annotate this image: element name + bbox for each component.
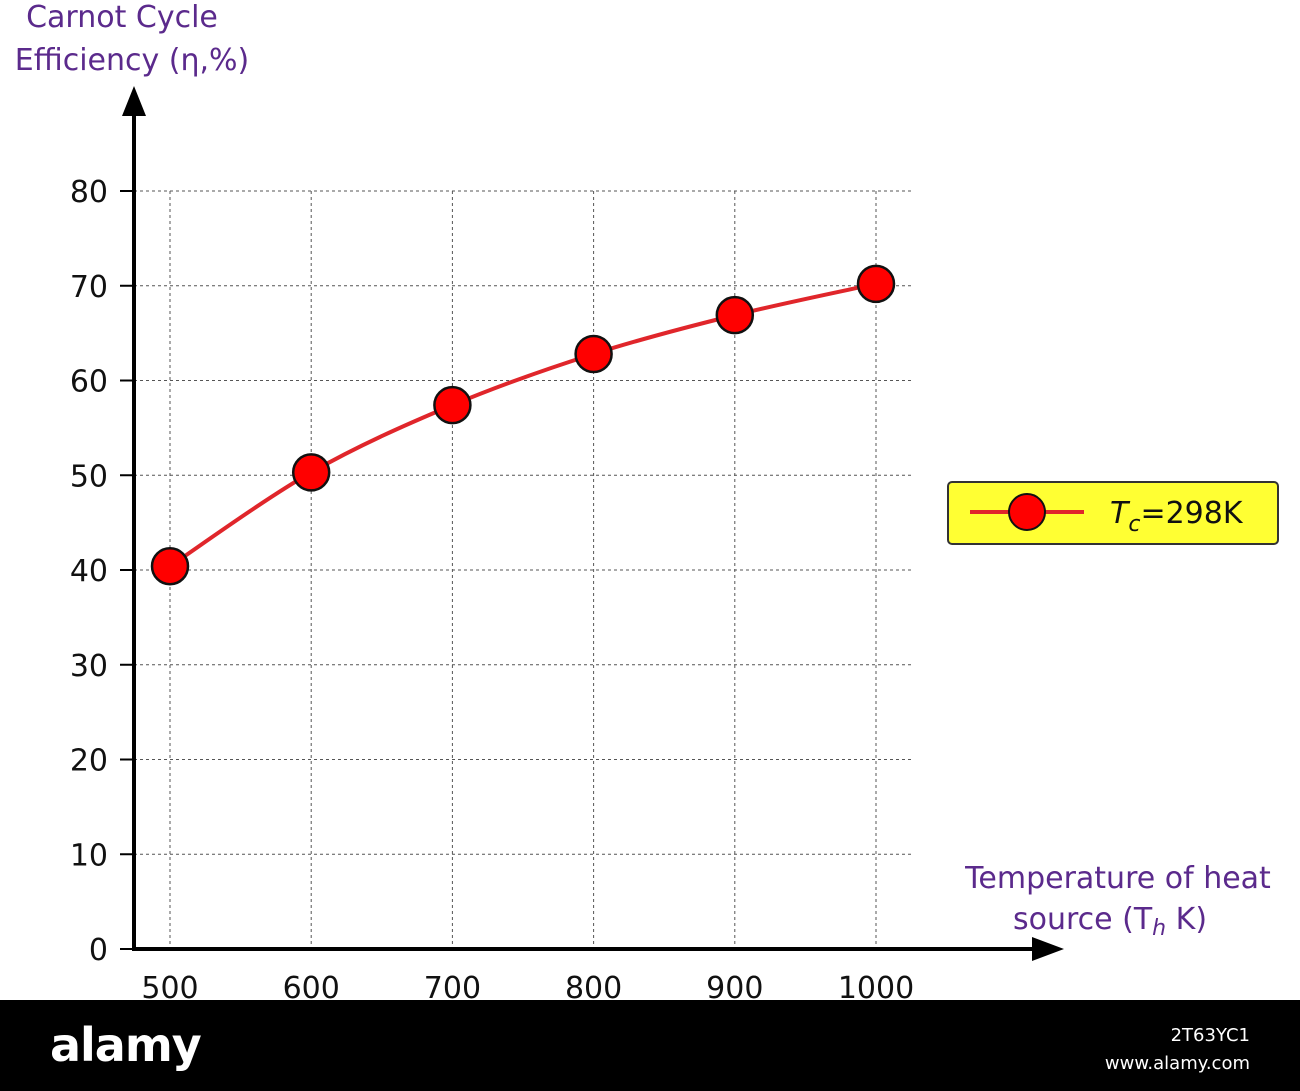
x-axis-arrow (1032, 937, 1064, 961)
x-tick-labels: 500 600 700 800 900 1000 (141, 971, 914, 1000)
footer-bar: alamy 2T63YC1 www.alamy.com (0, 1000, 1300, 1091)
x-tick-label: 800 (565, 971, 622, 1000)
legend: Tc=298K (947, 481, 1279, 545)
data-point (433, 385, 472, 425)
x-tick-label: 500 (141, 971, 198, 1000)
x-axis-title-line-2: source (Th K) (1013, 902, 1207, 941)
legend-label: Tc=298K (1110, 496, 1244, 537)
y-tick-label: 80 (70, 175, 108, 210)
x-axis-title-subscript: h (1152, 916, 1166, 941)
footer-id-block: 2T63YC1 www.alamy.com (1105, 1022, 1250, 1078)
y-tick-label: 50 (70, 459, 108, 494)
y-tick-label: 70 (70, 270, 108, 305)
chart: Carnot Cycle Efficiency (η,%) Temperatur… (15, 0, 1279, 1000)
x-tick-label: 700 (424, 971, 481, 1000)
y-axis-title-line-1: Carnot Cycle (26, 0, 218, 35)
y-tick-label: 20 (70, 744, 108, 779)
y-tick-labels: 0 10 20 30 40 50 60 70 80 (70, 175, 134, 968)
data-point (715, 295, 755, 335)
x-tick-label: 900 (706, 971, 763, 1000)
x-tick-label: 1000 (838, 971, 914, 1000)
image-id: 2T63YC1 (1170, 1025, 1250, 1046)
x-tick-label: 600 (283, 971, 340, 1000)
x-axis-title-line-1: Temperature of heat (964, 861, 1271, 896)
y-tick-label: 30 (70, 649, 108, 684)
legend-marker-sample (1008, 493, 1046, 531)
series (150, 264, 896, 586)
grid (134, 190, 912, 949)
alamy-logo: alamy (50, 1018, 202, 1072)
y-tick-label: 10 (70, 838, 108, 873)
site-url: www.alamy.com (1104, 1053, 1250, 1074)
y-axis-arrow (122, 86, 146, 116)
y-axis-title-line-2: Efficiency (η,%) (15, 43, 250, 78)
data-point (150, 546, 190, 586)
y-tick-label: 0 (89, 933, 108, 968)
data-point (856, 264, 896, 304)
data-point (291, 453, 331, 492)
series-line (168, 281, 877, 568)
y-tick-label: 40 (70, 554, 108, 589)
y-tick-label: 60 (70, 365, 108, 400)
data-point (574, 334, 613, 374)
